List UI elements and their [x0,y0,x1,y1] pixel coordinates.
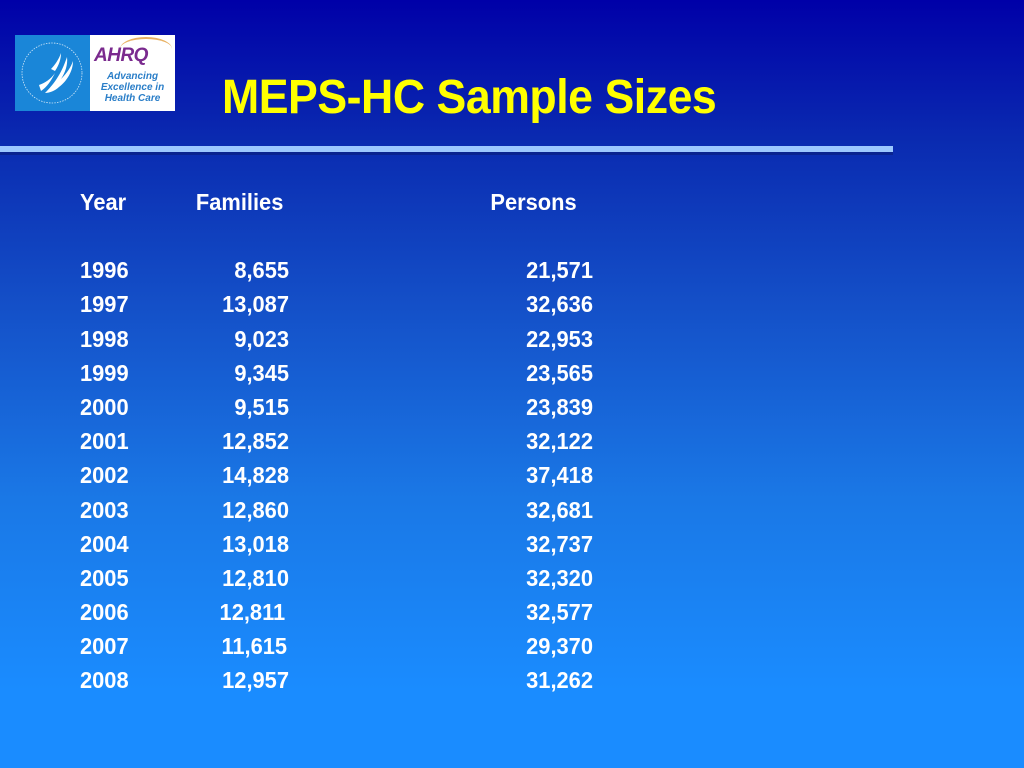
cell-year: 1996 [80,257,129,284]
cell-persons: 29,370 [526,633,593,660]
cell-families: 9,023 [234,325,289,352]
ahrq-tagline-line: Excellence in [100,82,165,93]
cell-year: 1997 [80,291,129,318]
cell-year: 2006 [80,599,129,626]
hhs-eagle-seal-icon [15,35,90,111]
cell-families: 13,018 [222,530,289,557]
cell-families: 12,852 [222,428,289,455]
header-year: Year [80,189,127,215]
cell-persons: 37,418 [526,462,593,489]
ahrq-arc-icon [120,37,172,61]
cell-year: 2002 [80,462,129,489]
cell-families: 8,655 [234,257,289,284]
cell-persons: 32,122 [526,428,593,455]
title-divider [0,146,893,152]
ahrq-tagline-line: Health Care [104,93,161,104]
ahrq-tagline-line: Advancing [106,71,159,82]
cell-persons: 31,262 [526,667,593,694]
ahrq-wordmark: AHRQ [94,45,148,66]
cell-year: 2008 [80,667,129,694]
cell-persons: 21,571 [526,257,593,284]
cell-families: 9,345 [234,359,289,386]
header-persons: Persons [490,189,577,215]
cell-year: 2000 [80,393,129,420]
cell-year: 1999 [80,359,129,386]
cell-persons: 32,577 [526,599,593,626]
ahrq-logo: AHRQ Advancing Excellence in Health Care [90,35,175,111]
cell-families: 12,957 [222,667,289,694]
cell-families: 14,828 [222,462,289,489]
cell-families: 12,811 [219,599,286,626]
cell-year: 1998 [80,325,129,352]
cell-persons: 32,636 [526,291,593,318]
cell-year: 2001 [80,428,129,455]
cell-families: 12,810 [222,564,289,591]
logo-block: AHRQ Advancing Excellence in Health Care [15,35,175,111]
slide-title: MEPS-HC Sample Sizes [222,71,717,124]
cell-families: 11,615 [221,633,288,660]
cell-families: 9,515 [234,393,289,420]
cell-year: 2005 [80,564,129,591]
header-families: Families [195,189,284,215]
cell-year: 2003 [80,496,129,523]
cell-persons: 22,953 [526,325,593,352]
cell-persons: 32,737 [526,530,593,557]
cell-persons: 23,839 [526,393,593,420]
cell-persons: 32,681 [526,496,593,523]
cell-families: 13,087 [222,291,289,318]
cell-families: 12,860 [222,496,289,523]
ahrq-tagline: Advancing Excellence in Health Care [92,71,173,104]
cell-persons: 32,320 [526,564,593,591]
cell-year: 2007 [80,633,129,660]
cell-year: 2004 [80,530,129,557]
cell-persons: 23,565 [526,359,593,386]
